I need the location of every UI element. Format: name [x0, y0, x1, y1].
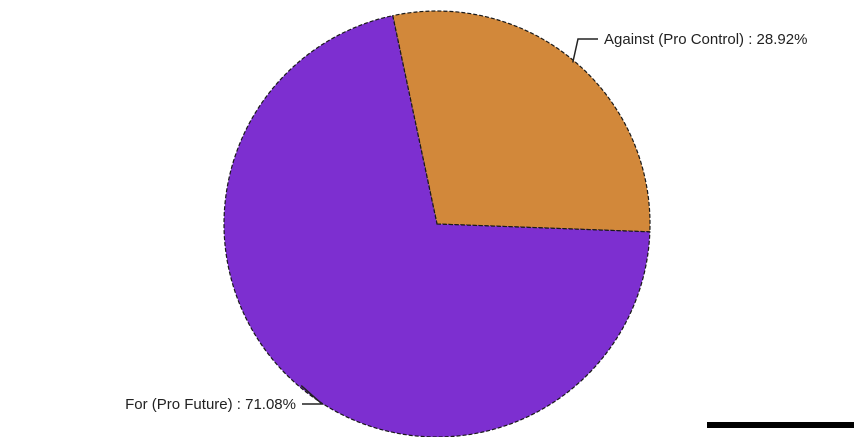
pie-labels: Against (Pro Control) : 28.92% For (Pro F… — [125, 31, 807, 413]
pie-leader-line-2 — [300, 384, 324, 405]
pie-slice-label-2: For (Pro Future) : 71.08% — [125, 396, 296, 413]
pie-slices — [223, 10, 651, 437]
pie-leader-line-1 — [572, 38, 598, 63]
pie-slice-label-1: Against (Pro Control) : 28.92% — [604, 31, 807, 48]
pie-slice-2 — [223, 14, 651, 437]
pie-slice-1 — [392, 10, 651, 233]
corner-bar — [707, 422, 854, 428]
